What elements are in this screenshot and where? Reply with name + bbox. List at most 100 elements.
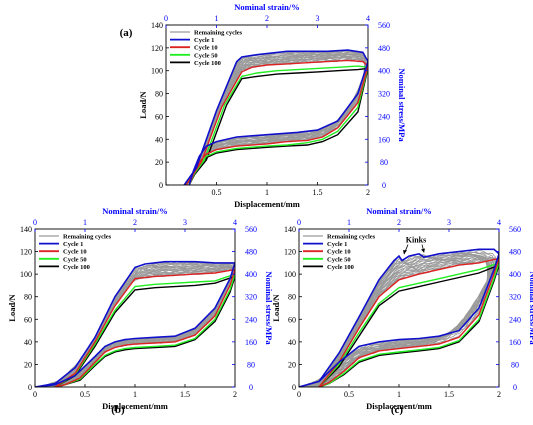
y2-tick-label: 560 xyxy=(509,225,521,234)
y-axis-label: Load/N xyxy=(138,90,148,118)
y-tick-label: 80 xyxy=(155,90,163,99)
y-axis-label: Load/N xyxy=(7,293,17,321)
y-axis-label: Load/N xyxy=(271,293,281,321)
plot-area xyxy=(35,260,235,387)
kink-arrowhead xyxy=(421,248,425,253)
x-tick-label: 1 xyxy=(133,390,137,399)
y-tick-label: 40 xyxy=(288,338,296,347)
remaining-cycle-line xyxy=(314,257,492,387)
x2-tick-label: 3 xyxy=(447,218,451,227)
x2-tick-label: 4 xyxy=(366,14,370,23)
x2-tick-label: 1 xyxy=(347,218,351,227)
y2-axis-label: Nominal stress/MPa xyxy=(528,271,533,345)
legend-label: Cycle 100 xyxy=(63,264,90,271)
legend-label: Remaining cycles xyxy=(194,30,243,37)
plot-area xyxy=(299,248,499,387)
y-tick-label: 80 xyxy=(24,293,32,302)
remaining-cycle-line xyxy=(303,252,492,387)
panel-a: 0204060801001201400801602403204004805600… xyxy=(120,2,407,209)
y2-tick-label: 320 xyxy=(378,90,390,99)
x-tick-label: 0 xyxy=(33,390,37,399)
y2-tick-label: 320 xyxy=(245,293,257,302)
series-cycle-50-line xyxy=(185,65,368,185)
y-tick-label: 0 xyxy=(159,181,163,190)
x2-tick-label: 3 xyxy=(316,14,320,23)
x-tick-label: 2 xyxy=(366,188,370,197)
y2-tick-label: 0 xyxy=(382,181,386,190)
legend-label: Cycle 10 xyxy=(63,249,87,256)
plot-area xyxy=(183,49,368,185)
y-tick-label: 60 xyxy=(155,112,163,121)
x2-axis-label: Nominal strain/% xyxy=(234,2,299,12)
x2-tick-label: 4 xyxy=(233,218,237,227)
x-axis-label: Displacement/mm xyxy=(234,199,300,209)
y2-tick-label: 480 xyxy=(245,248,257,257)
y-tick-label: 20 xyxy=(24,360,32,369)
y2-tick-label: 160 xyxy=(245,338,257,347)
x2-tick-label: 2 xyxy=(397,218,401,227)
y2-tick-label: 80 xyxy=(380,158,388,167)
y-tick-label: 20 xyxy=(155,158,163,167)
x-axis-label: Displacement/mm xyxy=(366,401,432,411)
panel-label: (b) xyxy=(111,404,125,416)
panel-label: (c) xyxy=(391,404,404,416)
x-tick-label: 0.5 xyxy=(80,390,90,399)
y-tick-label: 120 xyxy=(151,44,163,53)
x-tick-label: 1 xyxy=(265,188,269,197)
legend-label: Cycle 10 xyxy=(327,249,351,256)
y-tick-label: 60 xyxy=(24,315,32,324)
y-tick-label: 0 xyxy=(292,383,296,392)
x-tick-label: 0 xyxy=(297,390,301,399)
legend-label: Cycle 100 xyxy=(327,264,354,271)
series-cycle-50-line xyxy=(54,273,235,387)
y-tick-label: 40 xyxy=(24,338,32,347)
y-tick-label: 40 xyxy=(155,135,163,144)
y2-tick-label: 80 xyxy=(511,360,519,369)
series-cycle-1-line xyxy=(183,49,368,185)
legend-label: Remaining cycles xyxy=(63,234,112,241)
y2-tick-label: 400 xyxy=(509,270,521,279)
legend-label: Cycle 50 xyxy=(63,256,87,263)
y2-axis-label: Nominal stress/MPa xyxy=(397,68,407,142)
remaining-cycle-line xyxy=(314,256,491,387)
y-tick-label: 20 xyxy=(288,360,296,369)
remaining-cycle-line xyxy=(301,251,496,387)
x2-axis-label: Nominal strain/% xyxy=(102,206,167,216)
series-cycle-1-line xyxy=(35,260,235,387)
series-cycle-1-line xyxy=(299,248,499,387)
x-tick-label: 1.5 xyxy=(444,390,454,399)
series-cycle-100-line xyxy=(185,67,368,185)
kinks-annotation: Kinks xyxy=(406,236,426,245)
x-tick-label: 2 xyxy=(497,390,501,399)
series-cycle-50-line xyxy=(318,262,499,387)
legend-label: Cycle 1 xyxy=(327,241,347,248)
y-tick-label: 100 xyxy=(20,270,32,279)
x-tick-label: 2 xyxy=(233,390,237,399)
y2-tick-label: 0 xyxy=(249,383,253,392)
x2-tick-label: 1 xyxy=(215,14,219,23)
legend-label: Cycle 100 xyxy=(194,60,221,67)
series-cycle-100-line xyxy=(54,275,235,387)
x-tick-label: 1.5 xyxy=(180,390,190,399)
y2-tick-label: 400 xyxy=(378,67,390,76)
y-tick-label: 120 xyxy=(20,248,32,257)
y-tick-label: 140 xyxy=(20,225,32,234)
x2-tick-label: 2 xyxy=(133,218,137,227)
y2-tick-label: 400 xyxy=(245,270,257,279)
y2-tick-label: 160 xyxy=(509,338,521,347)
y2-tick-label: 160 xyxy=(378,135,390,144)
x2-tick-label: 0 xyxy=(33,218,37,227)
panel-label: (a) xyxy=(120,27,133,39)
x2-tick-label: 3 xyxy=(183,218,187,227)
legend-label: Remaining cycles xyxy=(327,234,376,241)
y2-tick-label: 240 xyxy=(245,315,257,324)
x-tick-label: 0.5 xyxy=(212,188,222,197)
legend-label: Cycle 10 xyxy=(194,45,218,52)
y-tick-label: 100 xyxy=(284,270,296,279)
x-axis-label: Displacement/mm xyxy=(102,401,168,411)
panel-b: 0204060801001201400801602403204004805600… xyxy=(7,206,274,416)
legend-label: Cycle 1 xyxy=(63,241,83,248)
series-cycle-10-line xyxy=(185,59,368,185)
y2-tick-label: 480 xyxy=(509,248,521,257)
